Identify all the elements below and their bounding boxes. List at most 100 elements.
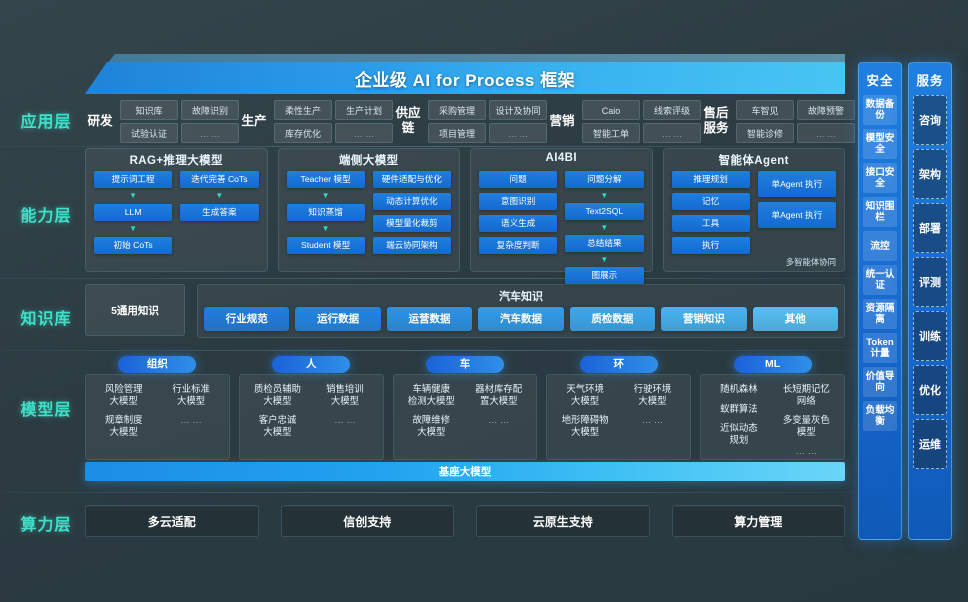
knowledge-chip[interactable]: 质检数据 (569, 307, 656, 331)
model-item[interactable]: 规章制度 大模型 (104, 414, 143, 437)
application-chip[interactable]: … … (489, 122, 547, 143)
model-item[interactable]: 车辆健康 检测大模型 (407, 383, 455, 406)
security-item[interactable]: 价值导向 (863, 367, 897, 397)
capability-node[interactable]: 问题 (479, 171, 558, 188)
capability-node[interactable]: 语义生成 (479, 215, 558, 232)
model-card-pill[interactable]: 车 (425, 356, 504, 373)
model-card-pill[interactable]: 环 (579, 356, 658, 373)
application-chip[interactable]: 柔性生产 (274, 99, 332, 120)
compute-box[interactable]: 信创支持 (280, 505, 454, 537)
application-chip[interactable]: 库存优化 (274, 122, 332, 143)
model-item[interactable]: … … (180, 414, 202, 425)
knowledge-chip[interactable]: 营销知识 (661, 307, 747, 331)
capability-node[interactable]: 硬件适配与优化 (372, 171, 451, 188)
knowledge-chip[interactable]: 汽车数据 (478, 307, 564, 331)
service-item[interactable]: 优化 (913, 365, 947, 415)
capability-node[interactable]: 迭代完善 CoTs (180, 171, 259, 188)
model-item[interactable]: 长短期记忆 网络 (782, 383, 830, 406)
capability-node[interactable]: LLM (94, 204, 173, 221)
capability-node[interactable]: 单Agent 执行 (757, 171, 836, 197)
capability-node[interactable]: 单Agent 执行 (757, 202, 836, 228)
capability-node[interactable]: Teacher 模型 (286, 171, 365, 188)
capability-node[interactable]: 工具 (671, 215, 750, 232)
model-card-pill[interactable]: 组织 (118, 356, 197, 373)
application-chip[interactable]: 线索评级 (643, 99, 701, 120)
knowledge-chip[interactable]: 运营数据 (386, 307, 473, 331)
capability-node[interactable]: 图展示 (565, 267, 644, 284)
application-chip[interactable]: 项目管理 (428, 122, 486, 143)
service-item[interactable]: 架构 (913, 149, 947, 199)
security-item[interactable]: 知识围栏 (863, 197, 897, 227)
application-chip[interactable]: 试验认证 (120, 122, 178, 143)
model-item[interactable]: 随机森林 (720, 383, 758, 394)
model-item[interactable]: 销售培训 大模型 (326, 383, 364, 406)
capability-node[interactable]: Text2SQL (565, 203, 644, 220)
service-item[interactable]: 评测 (913, 257, 947, 307)
knowledge-chip[interactable]: 运行数据 (295, 307, 381, 331)
service-item[interactable]: 部署 (913, 203, 947, 253)
application-chip[interactable]: 故障预警 (797, 99, 855, 120)
model-item[interactable]: … … (334, 414, 356, 425)
capability-node[interactable]: 生成答案 (180, 204, 259, 221)
capability-node[interactable]: 提示词工程 (94, 171, 173, 188)
capability-node[interactable]: 问题分解 (565, 171, 644, 188)
application-chip[interactable]: 采购管理 (428, 99, 486, 120)
capability-node[interactable]: 总结结果 (565, 235, 644, 252)
application-chip[interactable]: 生产计划 (335, 99, 393, 120)
security-item[interactable]: 模型安全 (863, 129, 897, 159)
model-item[interactable]: 地形障碍物 大模型 (561, 414, 609, 437)
model-card-pill[interactable]: ML (733, 356, 812, 373)
model-item[interactable]: 器材库存配 置大模型 (475, 383, 523, 406)
compute-box[interactable]: 云原生支持 (476, 505, 650, 537)
application-chip[interactable]: … … (181, 122, 239, 143)
capability-node[interactable]: 记忆 (671, 193, 750, 210)
security-item[interactable]: 统一认证 (863, 265, 897, 295)
compute-box[interactable]: 多云适配 (85, 505, 259, 537)
model-item[interactable]: 行驶环境 大模型 (633, 383, 672, 406)
application-chip[interactable]: 知识库 (120, 99, 178, 120)
security-item[interactable]: 数据备份 (863, 95, 897, 125)
capability-node[interactable]: Student 模型 (286, 237, 365, 254)
model-item[interactable]: 行业标准 大模型 (172, 383, 210, 406)
model-item[interactable]: … … (488, 414, 510, 425)
general-knowledge-box[interactable]: 5通用知识 (85, 284, 185, 336)
application-chip[interactable]: … … (335, 122, 393, 143)
application-chip[interactable]: … … (797, 122, 855, 143)
compute-box[interactable]: 算力管理 (671, 505, 845, 537)
capability-node[interactable]: 动态计算优化 (372, 193, 451, 210)
application-chip[interactable]: 智能诊修 (736, 122, 794, 143)
model-item[interactable]: 客户忠诚 大模型 (258, 414, 297, 437)
capability-node[interactable]: 执行 (671, 237, 750, 254)
security-item[interactable]: Token 计量 (863, 333, 897, 363)
model-item[interactable]: 故障维修 大模型 (412, 414, 451, 437)
model-item[interactable]: … … (641, 414, 664, 425)
model-item[interactable]: 天气环境 大模型 (566, 383, 604, 406)
knowledge-chip[interactable]: 其他 (752, 307, 838, 331)
model-item[interactable]: 蚁群算法 (720, 402, 758, 414)
model-item[interactable]: 风险管理 大模型 (104, 383, 143, 406)
capability-node[interactable]: 模型量化裁剪 (372, 215, 451, 232)
capability-node[interactable]: 知识蒸馏 (286, 204, 365, 221)
capability-node[interactable]: 复杂度判断 (479, 237, 558, 254)
application-chip[interactable]: 设计及协同 (489, 99, 547, 120)
application-chip[interactable]: 车智见 (736, 99, 794, 120)
model-item[interactable]: 多变量灰色 模型 (782, 414, 830, 437)
capability-node[interactable]: 端云协同架构 (372, 237, 451, 254)
model-item[interactable]: 近似动态 规划 (720, 422, 758, 445)
application-chip[interactable]: … … (643, 122, 701, 143)
capability-node[interactable]: 推理规划 (671, 171, 750, 188)
service-item[interactable]: 训练 (913, 311, 947, 361)
capability-node[interactable]: 初始 CoTs (94, 237, 173, 254)
capability-node[interactable]: 意图识别 (479, 193, 558, 210)
application-chip[interactable]: 故障识别 (181, 99, 239, 120)
security-item[interactable]: 负载均衡 (863, 401, 897, 431)
security-item[interactable]: 资源隔离 (863, 299, 897, 329)
model-item[interactable]: … … (795, 445, 817, 456)
security-item[interactable]: 流控 (863, 231, 897, 261)
knowledge-chip[interactable]: 行业规范 (204, 307, 290, 331)
service-item[interactable]: 运维 (913, 419, 947, 469)
service-item[interactable]: 咨询 (913, 95, 947, 145)
security-item[interactable]: 接口安全 (863, 163, 897, 193)
model-card-pill[interactable]: 人 (272, 356, 351, 373)
model-item[interactable]: 质检员辅助 大模型 (254, 383, 301, 406)
